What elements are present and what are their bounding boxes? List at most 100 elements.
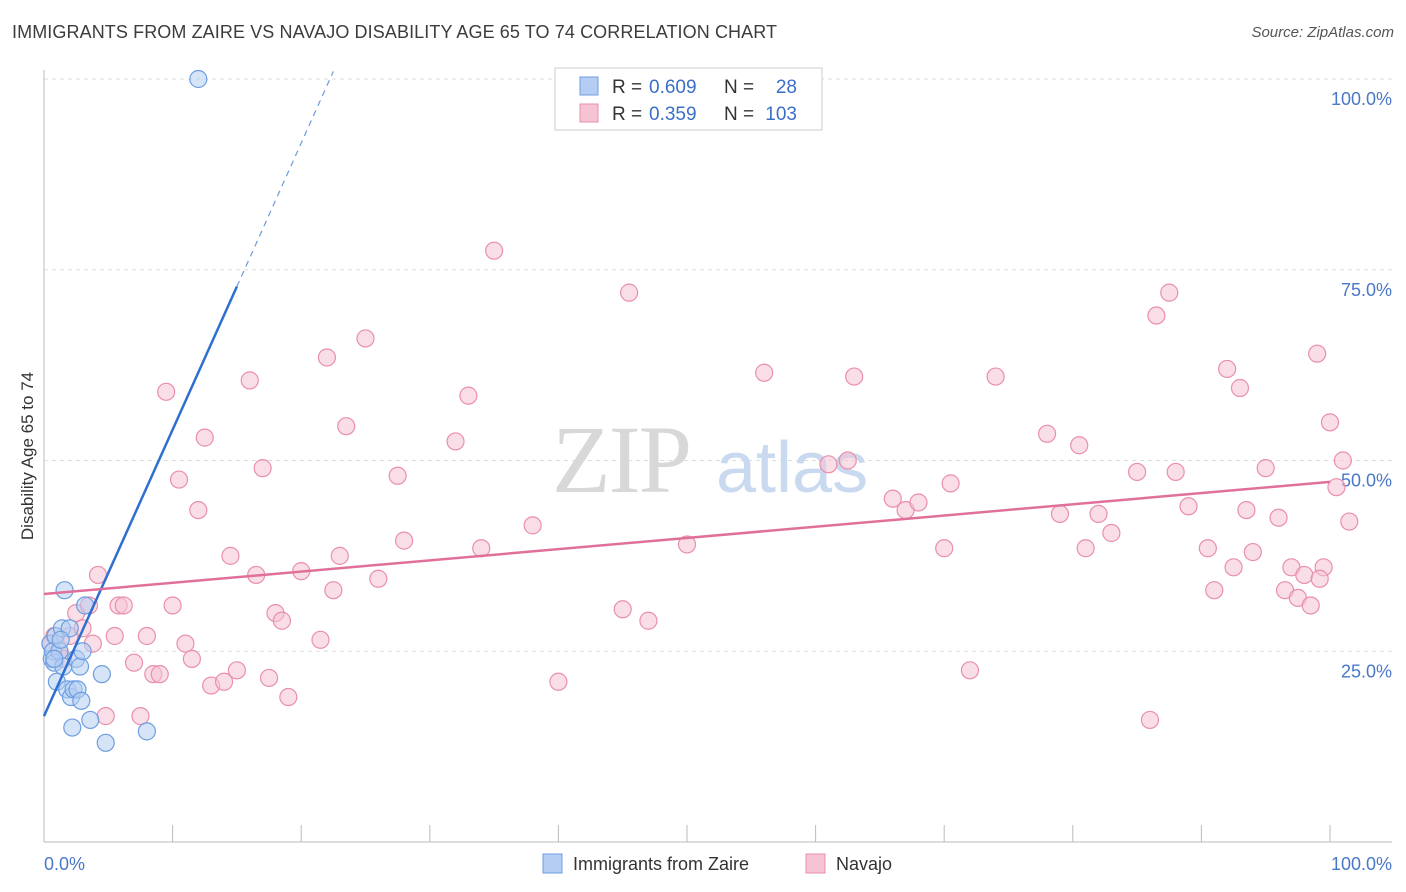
x-tick-label-max: 100.0%	[1331, 854, 1392, 874]
y-tick-label-100: 100.0%	[1331, 89, 1392, 109]
navajo-point-71	[1076, 539, 1095, 558]
zaire-point-21	[81, 710, 100, 730]
navajo-point-25	[195, 428, 214, 447]
navajo-point-84	[1230, 378, 1250, 398]
navajo-point-39	[317, 348, 337, 367]
zaire-trend-line	[42, 286, 239, 717]
legend-n-value-navajo: 103	[765, 104, 797, 125]
navajo-point-67	[986, 367, 1005, 386]
series-swatch-zaire	[542, 853, 563, 874]
x-axis-tick-labels: 0.0% 100.0%	[44, 854, 1392, 874]
navajo-point-30	[240, 371, 259, 390]
zaire-point-24	[137, 722, 156, 741]
navajo-point-22	[176, 634, 195, 653]
navajo-point-72	[1089, 504, 1108, 524]
navajo-point-32	[253, 459, 272, 478]
navajo-point-58	[819, 455, 838, 474]
navajo-point-42	[337, 417, 356, 436]
zaire-point-17	[70, 657, 90, 676]
navajo-point-98	[1333, 451, 1352, 470]
x-axis-ticks	[172, 825, 1331, 842]
navajo-point-24	[189, 500, 208, 520]
navajo-point-47	[446, 432, 465, 451]
navajo-point-38	[311, 630, 330, 649]
chart-title: IMMIGRANTS FROM ZAIRE VS NAVAJO DISABILI…	[12, 22, 778, 42]
navajo-point-79	[1179, 497, 1198, 516]
legend-box	[554, 67, 823, 131]
navajo-point-48	[459, 386, 478, 405]
y-tick-label-50: 50.0%	[1341, 471, 1392, 491]
navajo-point-55	[639, 611, 658, 630]
navajo-point-35	[272, 611, 292, 630]
y-tick-label-75: 75.0%	[1341, 280, 1392, 300]
navajo-point-60	[845, 367, 864, 386]
legend-n-label-navajo: N =	[724, 104, 754, 125]
navajo-point-57	[755, 363, 774, 382]
navajo-point-63	[909, 493, 928, 512]
navajo-point-13	[114, 596, 133, 615]
navajo-point-14	[124, 653, 144, 672]
navajo-point-18	[150, 665, 169, 684]
navajo-point-73	[1102, 523, 1121, 543]
trend-lines	[42, 71, 1331, 717]
legend-n-label-zaire: N =	[724, 77, 754, 98]
navajo-point-85	[1237, 500, 1256, 520]
navajo-point-50	[485, 241, 504, 260]
zaire-point-25	[189, 69, 208, 89]
navajo-point-10	[96, 707, 115, 726]
series-label-navajo: Navajo	[836, 854, 892, 874]
navajo-point-28	[221, 546, 240, 565]
navajo-point-64	[935, 539, 954, 558]
navajo-point-88	[1269, 508, 1288, 527]
y-axis-tick-labels: 25.0% 50.0% 75.0% 100.0%	[1331, 89, 1392, 681]
navajo-point-82	[1218, 359, 1237, 379]
navajo-trend-line	[43, 480, 1331, 596]
legend-r-label-navajo: R =	[612, 104, 642, 125]
grid-lines	[44, 78, 1392, 652]
navajo-point-87	[1256, 459, 1275, 478]
navajo-point-78	[1166, 462, 1185, 482]
navajo-point-76	[1147, 306, 1166, 325]
zaire-point-13	[63, 718, 82, 737]
watermark-zip: ZIP	[552, 406, 690, 513]
zaire-point-9	[55, 581, 74, 600]
series-label-zaire: Immigrants from Zaire	[573, 854, 749, 874]
y-tick-label-25: 25.0%	[1341, 661, 1392, 681]
navajo-point-77	[1160, 283, 1179, 302]
navajo-point-41	[330, 546, 349, 565]
navajo-point-66	[960, 661, 980, 680]
y-axis-label: Disability Age 65 to 74	[18, 372, 37, 540]
navajo-point-11	[105, 626, 124, 646]
legend-n-value-zaire: 28	[776, 77, 797, 98]
legend-swatch-navajo	[579, 103, 599, 123]
navajo-point-16	[137, 626, 156, 646]
navajo-point-54	[613, 600, 632, 619]
navajo-point-93	[1301, 596, 1320, 615]
navajo-point-45	[388, 466, 407, 485]
navajo-point-40	[324, 581, 343, 600]
navajo-point-27	[214, 672, 234, 691]
legend-r-value-zaire: 0.609	[649, 77, 697, 98]
zaire-trend-extension	[236, 71, 334, 287]
correlation-legend: R = 0.609 N = 28 R = 0.359 N = 103	[554, 67, 823, 131]
navajo-point-83	[1224, 558, 1243, 577]
navajo-point-46	[394, 531, 414, 550]
navajo-point-92	[1295, 565, 1314, 585]
navajo-point-61	[883, 489, 902, 508]
zaire-point-22	[92, 665, 111, 684]
legend-swatch-zaire	[579, 76, 599, 96]
navajo-point-80	[1198, 539, 1217, 558]
navajo-point-51	[523, 516, 542, 535]
navajo-point-86	[1243, 542, 1262, 562]
navajo-point-21	[169, 470, 189, 489]
series-swatch-navajo	[805, 853, 826, 874]
legend-r-value-navajo: 0.359	[649, 104, 697, 125]
zaire-point-26	[45, 649, 64, 668]
navajo-point-68	[1037, 424, 1057, 443]
navajo-point-19	[157, 382, 176, 401]
navajo-point-94	[1308, 344, 1327, 363]
source-credit: Source: ZipAtlas.com	[1251, 24, 1394, 41]
navajo-point-44	[369, 569, 388, 588]
navajo-point-52	[549, 672, 568, 691]
